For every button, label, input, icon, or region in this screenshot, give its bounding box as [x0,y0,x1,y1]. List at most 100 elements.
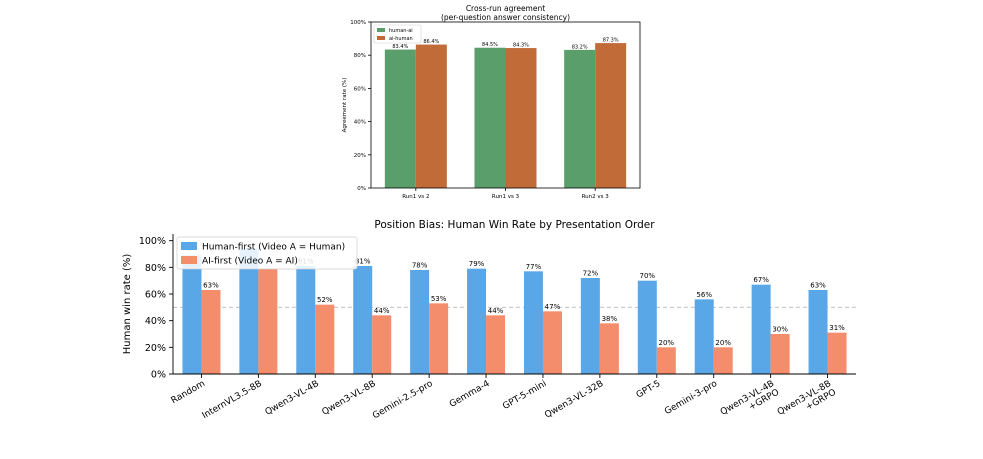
bar-value-label: 38% [602,315,618,323]
x-tick-label: Run1 vs 2 [402,194,429,200]
bar-ai-first [713,347,733,374]
x-tick-label-line: Gemini-2.5-pro [371,379,435,422]
y-tick-label: 0% [357,186,366,192]
x-tick-label-line: InternVL3.5-8B [201,379,264,421]
bar-ai-human [505,48,537,189]
bar-value-label: 83.2% [572,44,588,50]
bar-value-label: 81% [355,258,371,266]
bar-value-label: 52% [317,296,333,304]
bar-value-label: 53% [431,295,447,303]
bar-human-first [410,270,430,374]
x-tick-label: Gemini-3-pro [663,379,719,417]
x-tick-label: Gemini-2.5-pro [371,379,435,422]
x-tick-label-line: Qwen3-VL-32B [543,379,605,421]
x-tick-label: Gemma-4 [448,379,492,410]
y-tick-label: 80% [145,263,166,274]
x-tick-label: Qwen3-VL-4B+GRPO [719,379,781,426]
bar-human-first [353,266,373,374]
bar-value-label: 84.5% [482,42,498,48]
legend-swatch [377,36,385,40]
bar-human-first [523,271,543,374]
bar-human-first [637,280,657,374]
bar-value-label: 70% [640,272,656,280]
bar-value-label: 77% [526,263,542,271]
y-tick-label: 0% [151,370,166,381]
bar-ai-human [415,44,447,188]
bar-value-label: 84.3% [513,43,529,49]
x-tick-label: Qwen3-VL-8B [320,379,377,418]
bar-value-label: 56% [696,291,712,299]
bar-value-label: 63% [203,282,219,290]
bar-ai-first [599,323,619,374]
x-tick-label-line: Qwen3-VL-4B [264,379,321,418]
y-axis-label: Agreement rate (%) [342,78,348,133]
bar-value-label: 72% [583,270,599,278]
bar-value-label: 31% [829,324,845,332]
bar-ai-first [542,311,562,374]
bar-human-first [296,266,316,374]
legend-label: human-ai [389,28,413,34]
bar-value-label: 86.4% [423,39,439,45]
x-tick-label-line: Gemma-4 [448,379,492,410]
bar-value-label: 44% [488,307,504,315]
legend-label: AI-first (Video A = AI) [202,257,298,267]
legend-box [373,24,422,44]
y-tick-label: 20% [354,153,366,159]
bar-human-ai [474,47,506,189]
bar-ai-first [201,290,221,374]
chart-title: Position Bias: Human Win Rate by Present… [374,219,655,231]
x-tick-label: Run2 vs 3 [582,194,610,200]
bar-human-first [580,278,600,374]
legend-swatch [181,242,197,250]
bar-ai-first [486,315,506,374]
bar-human-first [182,255,202,374]
legend: human-ai ai-human [373,24,422,44]
bar-human-first [239,248,259,374]
x-tick-label-line: Qwen3-VL-8B [320,379,377,418]
agreement-chart: Cross-run agreement(per-question answer … [342,4,641,200]
bar-value-label: 44% [374,307,390,315]
y-tick-label: 40% [145,316,166,327]
bar-value-label: 67% [753,276,769,284]
y-axis-label: Human win rate (%) [122,254,133,355]
plot-frame [370,21,641,189]
bar-ai-first [315,304,335,374]
bar-human-ai [384,49,416,188]
bar-ai-first [429,303,449,374]
legend-label: ai-human [389,36,413,42]
y-tick-label: 80% [354,53,366,59]
x-tick-label: Qwen3-VL-8B+GRPO [776,379,838,426]
x-tick-label: Run1 vs 3 [492,194,520,200]
x-tick-label-line: GPT-5 [635,379,663,401]
bar-value-label: 30% [772,326,788,334]
bar-human-first [808,290,828,374]
legend-box [176,236,358,270]
bar-value-label: 79% [469,260,485,268]
x-tick-label-line: Random [170,379,207,406]
bar-human-first [467,268,487,374]
chart-subtitle: (per-question answer consistency) [441,13,570,22]
x-tick-label: Random [170,379,207,406]
y-tick-label: 100% [350,20,366,26]
x-tick-label-line: Gemini-3-pro [663,379,719,417]
y-tick-label: 20% [145,343,166,354]
x-tick-label: InternVL3.5-8B [201,379,264,421]
bar-ai-first [827,332,847,374]
bar-human-ai [564,49,596,188]
bar-value-label: 20% [715,339,731,347]
chart-title: Cross-run agreement [466,4,545,13]
legend: Human-first (Video A = Human) AI-first (V… [176,236,358,270]
x-tick-label-line: GPT-5-mini [501,379,548,412]
bar-ai-first [258,268,278,374]
x-tick-label: GPT-5 [635,379,663,401]
bar-value-label: 20% [659,339,675,347]
x-tick-label: Qwen3-VL-4B [264,379,321,418]
bar-value-label: 83.4% [392,44,408,50]
y-tick-label: 60% [354,86,366,92]
legend-swatch [181,256,197,264]
bar-value-label: 78% [412,262,428,270]
x-tick-label: Qwen3-VL-32B [543,379,605,421]
legend-swatch [377,28,385,32]
x-tick-label: GPT-5-mini [501,379,548,412]
